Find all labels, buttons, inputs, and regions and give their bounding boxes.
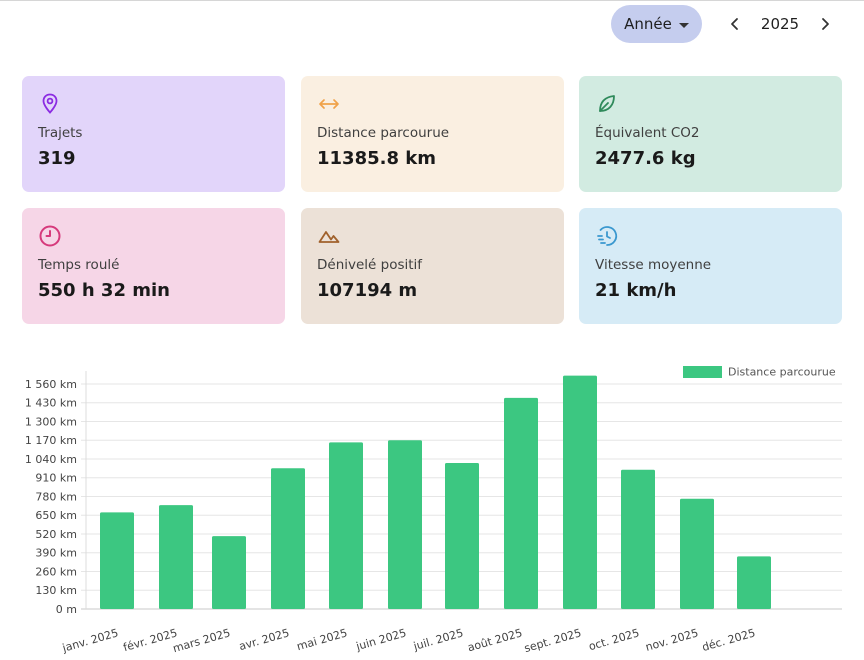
card-average-speed: Vitesse moyenne 21 km/h: [579, 208, 842, 324]
bar[interactable]: [737, 556, 771, 609]
chart-bars: [100, 375, 771, 609]
period-select-label: Année: [624, 15, 672, 33]
legend-swatch: [683, 366, 722, 378]
card-distance: Distance parcourue 11385.8 km: [301, 76, 564, 192]
x-tick-label: août 2025: [466, 626, 524, 654]
card-value: 107194 m: [317, 280, 418, 301]
y-tick-label: 780 km: [35, 490, 77, 503]
card-value: 319: [38, 148, 76, 169]
x-tick-label: janv. 2025: [60, 626, 120, 655]
period-select-button[interactable]: Année: [611, 5, 702, 43]
bar[interactable]: [621, 469, 655, 609]
card-label: Équivalent CO2: [595, 125, 700, 141]
card-trips: Trajets 319: [22, 76, 285, 192]
y-tick-label: 1 170 km: [25, 434, 77, 447]
bar[interactable]: [271, 468, 305, 609]
x-tick-label: févr. 2025: [122, 626, 179, 654]
x-tick-label: juin 2025: [354, 626, 408, 653]
x-tick-label: déc. 2025: [701, 626, 757, 654]
bar[interactable]: [445, 463, 479, 609]
x-tick-label: oct. 2025: [587, 626, 641, 653]
speed-history-icon: [597, 226, 618, 246]
clock-icon: [39, 225, 61, 247]
card-label: Dénivelé positif: [317, 257, 423, 273]
card-value: 11385.8 km: [317, 148, 436, 169]
card-label: Trajets: [38, 125, 83, 141]
y-tick-label: 650 km: [35, 509, 77, 522]
bar[interactable]: [563, 375, 597, 609]
bar[interactable]: [329, 442, 363, 609]
legend-label: Distance parcourue: [728, 366, 836, 379]
y-tick-label: 260 km: [35, 565, 77, 578]
horizontal-arrows-icon: [319, 99, 339, 109]
bar[interactable]: [388, 440, 422, 609]
mountain-icon: [318, 231, 340, 243]
bar[interactable]: [159, 505, 193, 609]
year-display: 2025: [760, 15, 800, 33]
y-tick-label: 130 km: [35, 584, 77, 597]
location-pin-icon: [42, 93, 58, 114]
x-tick-label: avr. 2025: [237, 626, 290, 653]
card-value: 550 h 32 min: [38, 280, 170, 301]
card-co2: Équivalent CO2 2477.6 kg: [579, 76, 842, 192]
caret-down-icon: [678, 22, 689, 28]
y-tick-label: 520 km: [35, 528, 77, 541]
card-label: Distance parcourue: [317, 125, 450, 141]
chevron-right-icon: [822, 18, 829, 30]
card-elevation: Dénivelé positif 107194 m: [301, 208, 564, 324]
bar[interactable]: [100, 512, 134, 609]
chart-grid: [81, 371, 842, 610]
y-tick-label: 910 km: [35, 472, 77, 485]
distance-bar-chart: Distance parcourue 0 m 130 km 260 km 390 km…: [0, 356, 864, 656]
y-tick-label: 1 560 km: [25, 378, 77, 391]
x-tick-label: nov. 2025: [644, 626, 700, 653]
bar[interactable]: [680, 498, 714, 609]
x-tick-label: sept. 2025: [523, 626, 583, 655]
y-tick-label: 390 km: [35, 547, 77, 560]
chart-legend[interactable]: Distance parcourue: [683, 366, 836, 379]
next-year-button[interactable]: [814, 13, 836, 35]
y-tick-label: 1 300 km: [25, 415, 77, 428]
x-tick-label: juil. 2025: [411, 626, 465, 653]
x-tick-label: mai 2025: [295, 626, 349, 653]
card-value: 2477.6 kg: [595, 148, 696, 169]
chart-svg: Distance parcourue 0 m 130 km 260 km 390 km…: [25, 366, 842, 655]
y-tick-label: 1 040 km: [25, 453, 77, 466]
y-tick-label: 1 430 km: [25, 397, 77, 410]
card-value: 21 km/h: [595, 280, 677, 301]
leaf-icon: [599, 95, 615, 112]
card-label: Vitesse moyenne: [595, 257, 712, 273]
x-tick-label: mars 2025: [171, 626, 231, 655]
card-ride-time: Temps roulé 550 h 32 min: [22, 208, 285, 324]
y-tick-label: 0 m: [56, 603, 77, 616]
y-axis-ticks: 0 m 130 km 260 km 390 km 520 km 650 km 780 km 9…: [25, 378, 77, 616]
bar[interactable]: [212, 536, 246, 609]
bar[interactable]: [504, 397, 538, 609]
previous-year-button[interactable]: [724, 13, 746, 35]
chevron-left-icon: [731, 18, 738, 30]
card-label: Temps roulé: [38, 257, 120, 273]
